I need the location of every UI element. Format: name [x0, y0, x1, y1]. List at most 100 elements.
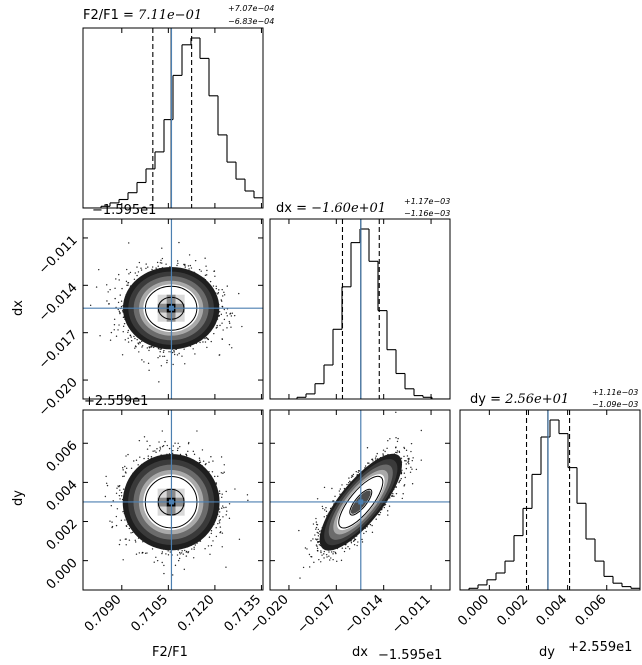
scatter-dy-vs-dx-sample-point [348, 481, 350, 484]
scatter-dx-vs-f-sample-point [160, 365, 163, 367]
scatter-dy-vs-dx-sample-point [318, 544, 321, 546]
scatter-dy-vs-dx-sample-point [352, 473, 355, 476]
scatter-dx-vs-f-sample-point [126, 284, 128, 286]
scatter-dx-vs-f-sample-point [218, 315, 220, 317]
hist-dy-x-tick-label: 0.006 [573, 592, 610, 629]
scatter-dy-vs-f-sample-point [174, 442, 176, 444]
scatter-dy-vs-dx-sample-point [369, 523, 372, 526]
scatter-dx-vs-f-sample-point [221, 300, 223, 302]
scatter-dx-vs-f-sample-point [151, 266, 154, 268]
scatter-dx-vs-f-sample-point [108, 303, 110, 305]
scatter-dx-vs-f-sample-point [127, 281, 130, 284]
scatter-dy-vs-f-sample-point [221, 493, 223, 495]
scatter-dx-vs-f-density-cell [175, 312, 185, 322]
scatter-dx-vs-f-sample-point [134, 272, 137, 274]
hist-dy-frame [459, 409, 641, 591]
scatter-dx-vs-f-sample-point [127, 341, 130, 343]
scatter-dy-vs-f-sample-point [112, 500, 114, 502]
scatter-dy-vs-f-sample-point [222, 472, 224, 475]
scatter-dy-vs-f-sample-point [196, 430, 198, 432]
s21-x-tick-label: −0.014 [342, 592, 387, 637]
scatter-dy-vs-dx-sample-point [308, 553, 311, 556]
scatter-dx-vs-f-sample-point [129, 271, 132, 274]
scatter-dx-vs-f-sample-point [122, 331, 124, 333]
scatter-dy-vs-dx-sample-point [403, 447, 406, 450]
scatter-dy-vs-f-sample-point [154, 450, 156, 452]
scatter-dx-vs-f-density-cell [175, 294, 185, 304]
scatter-dy-vs-f-sample-point [210, 532, 213, 535]
scatter-dy-vs-f-sample-point [134, 539, 136, 542]
scatter-dy-vs-dx-sample-point [388, 505, 391, 507]
scatter-dy-vs-dx-sample-point [371, 531, 374, 534]
scatter-dy-vs-f-sample-point [138, 439, 141, 442]
scatter-dy-vs-dx-sample-point [400, 472, 403, 474]
scatter-dy-vs-dx-sample-point [344, 547, 347, 549]
scatter-dx-vs-f-sample-point [119, 311, 121, 314]
scatter-dy-vs-dx-sample-point [343, 550, 346, 553]
scatter-dx-vs-f-sample-point [221, 306, 224, 308]
scatter-dx-vs-f-sample-point [117, 329, 119, 331]
scatter-dy-vs-f-sample-point [124, 471, 127, 473]
scatter-dy-vs-dx-sample-point [318, 558, 320, 561]
scatter-dy-vs-f-sample-point [125, 467, 128, 470]
scatter-dy-vs-dx-sample-point [302, 566, 305, 569]
scatter-dx-vs-f-frame [82, 218, 264, 400]
scatter-dy-vs-f-sample-point [221, 507, 223, 509]
scatter-dx-vs-f-sample-point [114, 287, 116, 290]
scatter-dx-vs-f-sample-point [133, 278, 136, 280]
scatter-dy-vs-f-sample-point [246, 494, 249, 496]
scatter-dx-vs-f-sample-point [183, 348, 185, 350]
scatter-dy-vs-dx-sample-point [371, 524, 373, 527]
scatter-dy-vs-f-sample-point [134, 541, 137, 543]
scatter-dx-vs-f-sample-point [119, 312, 121, 315]
scatter-dy-vs-f-sample-point [153, 561, 155, 563]
scatter-dy-vs-f-sample-point [199, 461, 202, 463]
scatter-dx-vs-f-sample-point [134, 347, 136, 349]
scatter-dy-vs-f-sample-point [215, 535, 218, 538]
scatter-dy-vs-dx-sample-point [395, 411, 397, 414]
scatter-dy-vs-dx-sample-point [386, 447, 388, 450]
scatter-dy-vs-dx-sample-point [353, 539, 355, 542]
scatter-dy-vs-dx-sample-point [313, 561, 315, 564]
scatter-dx-vs-f-sample-point [120, 305, 123, 308]
scatter-dx-vs-f-sample-point [148, 349, 150, 352]
scatter-dy-vs-dx-sample-point [323, 509, 326, 511]
scatter-dy-vs-dx-sample-point [375, 455, 377, 457]
scatter-dy-vs-dx-sample-point [403, 455, 405, 458]
scatter-dy-vs-f-sample-point [187, 450, 189, 453]
scatter-dx-vs-f-sample-point [163, 349, 165, 352]
scatter-dy-vs-f-sample-point [192, 450, 195, 453]
scatter-dy-vs-dx-sample-point [347, 545, 349, 548]
scatter-dy-vs-dx-sample-point [403, 485, 405, 487]
scatter-dy-vs-dx-sample-point [310, 555, 312, 558]
scatter-dy-vs-f-sample-point [118, 543, 121, 546]
scatter-dy-vs-dx-sample-point [401, 469, 403, 471]
scatter-dx-vs-f-sample-point [151, 268, 153, 271]
scatter-dy-vs-dx-sample-point [400, 477, 402, 480]
scatter-dy-vs-f-sample-point [161, 551, 164, 553]
title-dx: dx = −1.60e+01 [276, 201, 386, 216]
scatter-dy-vs-dx-sample-point [395, 437, 397, 439]
title-dx-upper: +1.17e−03 [404, 197, 450, 206]
scatter-dx-vs-f-sample-point [121, 354, 124, 356]
scatter-dy-vs-f-sample-point [149, 445, 151, 447]
scatter-dy-vs-f-sample-point [184, 549, 186, 552]
scatter-dy-vs-f-sample-point [165, 553, 167, 555]
scatter-dy-vs-dx-sample-point [322, 507, 324, 510]
scatter-dx-vs-f-sample-point [120, 300, 123, 302]
s20-y-tick-label: 0.004 [44, 477, 81, 514]
scatter-dx-vs-f-sample-point [172, 363, 174, 366]
scatter-dx-vs-f-sample-point [155, 267, 157, 269]
scatter-dy-vs-dx-sample-point [382, 449, 385, 451]
scatter-dx-vs-f-group [83, 219, 263, 399]
hist-dy-x-tick-label: 0.002 [494, 592, 531, 629]
scatter-dx-vs-f-sample-point [114, 297, 116, 300]
scatter-dx-vs-f-sample-point [166, 361, 168, 364]
scatter-dy-vs-dx-sample-point [323, 553, 325, 555]
scatter-dy-vs-dx-sample-point [336, 560, 338, 563]
hist-dy-group [460, 410, 640, 590]
scatter-dy-vs-f-sample-point [199, 459, 201, 461]
scatter-dy-vs-f-sample-point [222, 516, 224, 518]
scatter-dy-vs-dx-sample-point [384, 450, 386, 453]
scatter-dy-vs-dx-sample-point [390, 495, 393, 497]
